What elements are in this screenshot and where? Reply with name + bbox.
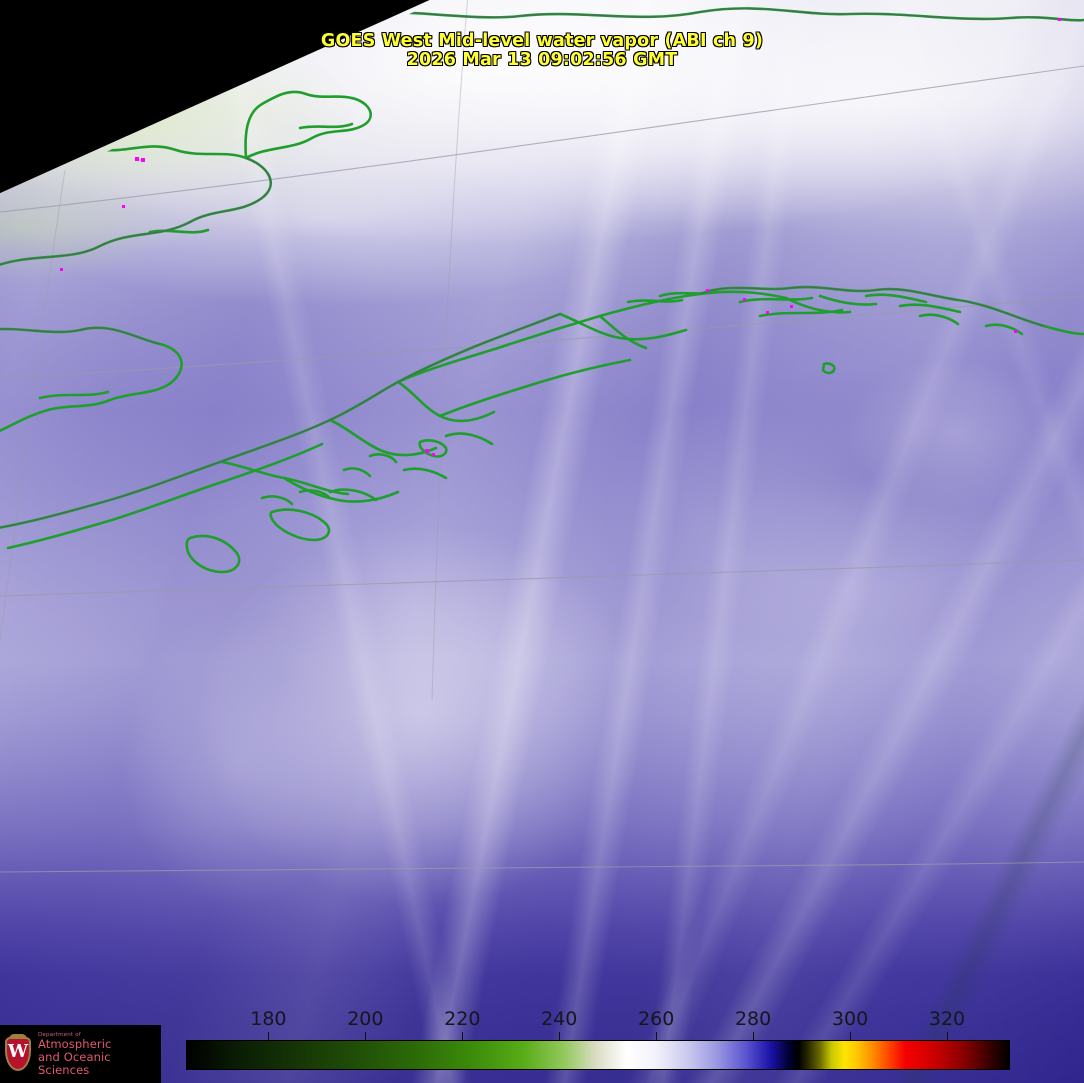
colorbar-tick — [559, 1032, 561, 1041]
uw-crest-icon: W — [3, 1034, 33, 1074]
colorbar-tick-label: 320 — [928, 1008, 966, 1030]
uw-aos-logo: W Department of Atmospheric and Oceanic … — [0, 1025, 161, 1083]
colorbar-tick-labels: 180 200 220 240 260 280 300 320 — [186, 1008, 1010, 1034]
colorbar — [186, 1040, 1010, 1070]
logo-name-line-2: and Oceanic Sciences — [38, 1049, 111, 1077]
colorbar-gradient — [186, 1040, 1010, 1070]
colorbar-tick — [850, 1032, 852, 1041]
colorbar-tick — [753, 1032, 755, 1041]
colorbar-tick-marks — [186, 1032, 1010, 1042]
colorbar-tick-label: 200 — [347, 1008, 384, 1030]
logo-department-line: Department of — [38, 1031, 81, 1038]
colorbar-tick — [268, 1032, 270, 1041]
colorbar-tick — [946, 1032, 948, 1041]
colorbar-tick — [656, 1032, 658, 1041]
colorbar-tick — [365, 1032, 367, 1041]
colorbar-tick-label: 240 — [541, 1008, 578, 1030]
crest-letter: W — [7, 1041, 29, 1062]
colorbar-tick-label: 300 — [831, 1008, 869, 1030]
colorbar-tick-label: 180 — [250, 1008, 287, 1030]
logo-text-block: Department of Atmospheric and Oceanic Sc… — [38, 1032, 161, 1077]
colorbar-tick-label: 260 — [638, 1008, 675, 1030]
colorbar-tick — [462, 1032, 464, 1041]
logo-name-line-1: Atmospheric — [38, 1036, 112, 1051]
colorbar-tick-label: 220 — [444, 1008, 481, 1030]
crest-shield — [5, 1037, 31, 1071]
colorbar-tick-label: 280 — [734, 1008, 772, 1030]
